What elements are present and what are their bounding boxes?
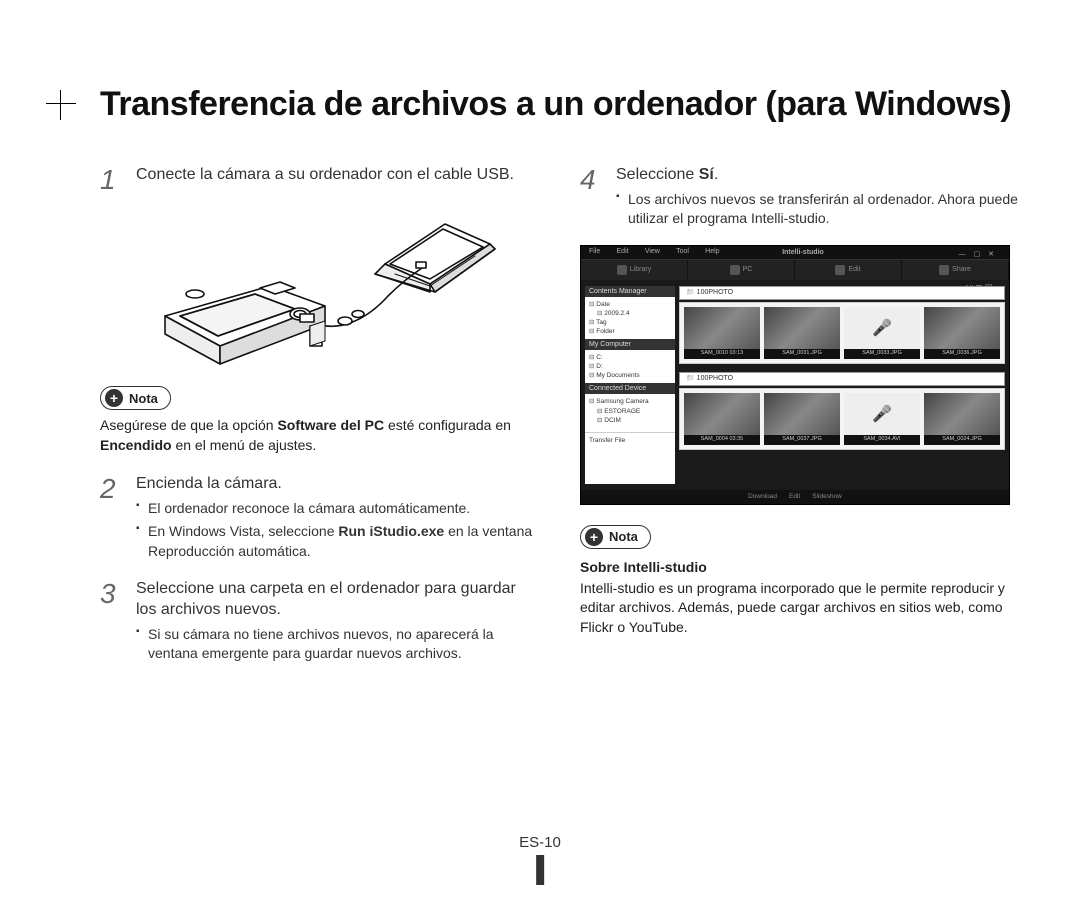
nota-2-text: Intelli-studio es un programa incorporad…: [580, 579, 1020, 638]
step-4-bullet-1: Los archivos nuevos se transferirán al o…: [616, 190, 1020, 229]
app-title: Intelli-studio: [782, 249, 824, 256]
transfer-file-button[interactable]: Transfer File: [589, 437, 625, 444]
menu-tool[interactable]: Tool: [676, 248, 689, 255]
step-3-number: 3: [100, 578, 122, 668]
step-2-number: 2: [100, 473, 122, 565]
tab-share[interactable]: Share: [902, 260, 1009, 280]
tab-pc[interactable]: PC: [688, 260, 795, 280]
nota-2-badge: + Nota: [580, 525, 651, 549]
thumb[interactable]: SAM_0024.JPG: [924, 393, 1000, 445]
step-3: 3 Seleccione una carpeta en el ordenador…: [100, 578, 540, 668]
folder-header-1[interactable]: 100PHOTO: [679, 286, 1005, 300]
thumb-row-1: SAM_0010 03:13 SAM_0031.JPG SAM_0033.JPG…: [679, 302, 1005, 364]
tab-library[interactable]: Library: [581, 260, 688, 280]
app-menubar: File Edit View Tool Help Intelli-studio …: [581, 246, 1009, 260]
tree-docs[interactable]: My Documents: [589, 371, 671, 380]
tab-edit[interactable]: Edit: [795, 260, 902, 280]
right-column: 4 Seleccione Sí. Los archivos nuevos se …: [580, 164, 1020, 680]
step-3-text: Seleccione una carpeta en el ordenador p…: [136, 580, 516, 619]
sidebar-hdr-device: Connected Device: [585, 383, 675, 394]
step-1-number: 1: [100, 164, 122, 194]
thumb[interactable]: SAM_0010 03:13: [684, 307, 760, 359]
crop-mark: [46, 103, 76, 104]
menu-help[interactable]: Help: [705, 248, 719, 255]
folder-header-2[interactable]: 100PHOTO: [679, 372, 1005, 386]
step-2-bullet-2: En Windows Vista, seleccione Run iStudio…: [136, 522, 540, 561]
nota-1-label: Nota: [129, 391, 158, 406]
step-2-bullet-1: El ordenador reconoce la cámara automáti…: [136, 499, 540, 519]
intelli-studio-screenshot: File Edit View Tool Help Intelli-studio …: [580, 245, 1010, 505]
thumb[interactable]: SAM_0033.JPG: [844, 307, 920, 359]
tree-dcim[interactable]: DCIM: [589, 416, 671, 425]
window-buttons[interactable]: — ▢ ✕: [959, 250, 997, 258]
tree-c[interactable]: C:: [589, 353, 671, 362]
step-4-number: 4: [580, 164, 602, 233]
tree-camera[interactable]: Samsung Camera: [589, 397, 671, 406]
btn-edit[interactable]: Edit: [789, 493, 800, 500]
thumb[interactable]: SAM_0036.JPG: [924, 307, 1000, 359]
thumb-row-2: SAM_0004 03:35 SAM_0037.JPG SAM_0034.AVI…: [679, 388, 1005, 450]
step-4: 4 Seleccione Sí. Los archivos nuevos se …: [580, 164, 1020, 233]
tree-storage[interactable]: ESTORAGE: [589, 407, 671, 416]
btn-download[interactable]: Download: [748, 493, 777, 500]
app-tabbar: Library PC Edit Share: [581, 260, 1009, 280]
main-content: 100PHOTO SAM_0010 03:13 SAM_0031.JPG SAM…: [679, 286, 1005, 484]
menu-file[interactable]: File: [589, 248, 600, 255]
step-1-text: Conecte la cámara a su ordenador con el …: [136, 164, 540, 194]
tree-tag[interactable]: Tag: [589, 318, 671, 327]
sidebar: Contents Manager Date 2009.2.4 Tag Folde…: [585, 286, 675, 484]
step-2: 2 Encienda la cámara. El ordenador recon…: [100, 473, 540, 565]
menu-edit[interactable]: Edit: [617, 248, 629, 255]
page-title: Transferencia de archivos a un ordenador…: [100, 85, 1020, 124]
page-number: ES-10: [519, 834, 561, 885]
btn-slideshow[interactable]: Slideshow: [812, 493, 842, 500]
sidebar-hdr-contents: Contents Manager: [585, 286, 675, 297]
tree-folder[interactable]: Folder: [589, 327, 671, 336]
step-4-text: Seleccione Sí.: [616, 166, 718, 183]
plus-icon: +: [585, 528, 603, 546]
nota-1-text: Asegúrese de que la opción Software del …: [100, 416, 540, 455]
camera-laptop-illustration: [140, 206, 500, 366]
step-3-bullet-1: Si su cámara no tiene archivos nuevos, n…: [136, 625, 540, 664]
thumb[interactable]: SAM_0031.JPG: [764, 307, 840, 359]
step-2-text: Encienda la cámara.: [136, 475, 282, 492]
sidebar-hdr-mycomputer: My Computer: [585, 339, 675, 350]
thumb[interactable]: SAM_0004 03:35: [684, 393, 760, 445]
bottom-toolbar: Download Edit Slideshow: [581, 490, 1009, 504]
thumb[interactable]: SAM_0037.JPG: [764, 393, 840, 445]
nota-2-heading: Sobre Intelli-studio: [580, 559, 1020, 575]
thumb[interactable]: SAM_0034.AVI: [844, 393, 920, 445]
tree-d[interactable]: D:: [589, 362, 671, 371]
left-column: 1 Conecte la cámara a su ordenador con e…: [100, 164, 540, 680]
step-1: 1 Conecte la cámara a su ordenador con e…: [100, 164, 540, 194]
tree-date-val[interactable]: 2009.2.4: [589, 309, 671, 318]
tree-date[interactable]: Date: [589, 300, 671, 309]
menu-view[interactable]: View: [645, 248, 660, 255]
nota-2-label: Nota: [609, 529, 638, 544]
connection-diagram-svg: [140, 206, 500, 366]
plus-icon: +: [105, 389, 123, 407]
nota-1-badge: + Nota: [100, 386, 171, 410]
